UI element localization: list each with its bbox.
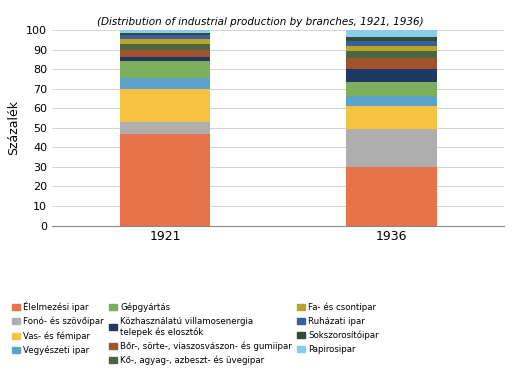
Bar: [346, 69, 437, 82]
Bar: [120, 30, 210, 33]
Bar: [120, 58, 210, 61]
Bar: [346, 129, 437, 167]
Bar: [120, 61, 210, 78]
Bar: [120, 35, 210, 39]
Bar: [120, 78, 210, 89]
Bar: [346, 30, 437, 37]
Bar: [346, 37, 437, 41]
Bar: [346, 82, 437, 96]
Bar: [120, 50, 210, 58]
Y-axis label: Százalék: Százalék: [8, 100, 21, 155]
Bar: [346, 46, 437, 51]
Bar: [346, 96, 437, 106]
Bar: [346, 106, 437, 129]
Bar: [120, 89, 210, 122]
Bar: [120, 33, 210, 35]
Legend: Élelmezési ipar, Fonó- és szövőipar, Vas- és fémipar, Vegyészeti ipar, Gépgyártá: Élelmezési ipar, Fonó- és szövőipar, Vas…: [9, 299, 382, 368]
Bar: [346, 51, 437, 58]
Bar: [120, 39, 210, 44]
Bar: [120, 122, 210, 134]
Bar: [346, 58, 437, 69]
Bar: [120, 134, 210, 226]
Bar: [346, 41, 437, 46]
Bar: [120, 44, 210, 50]
Text: (Distribution of industrial production by branches, 1921, 1936): (Distribution of industrial production b…: [97, 17, 423, 27]
Bar: [346, 167, 437, 226]
